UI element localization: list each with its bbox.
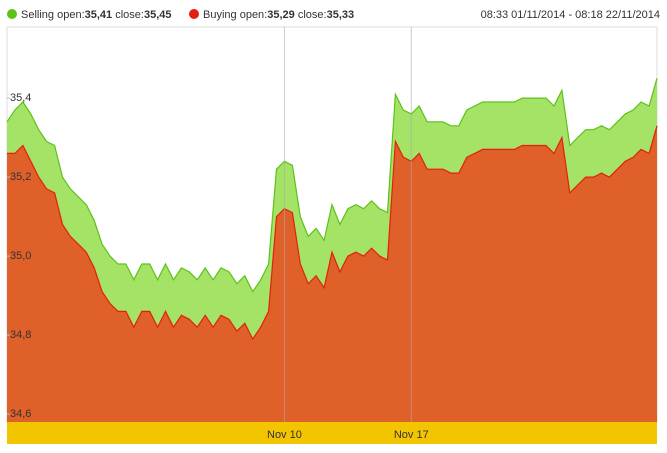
legend-text: 35,33 [327,9,355,21]
series-line [7,125,658,341]
legend-text: 35,45 [144,9,172,21]
legend-text: open: [57,9,85,21]
y-tick-label: 35,2 [10,171,31,183]
x-tick-label: Nov 17 [394,429,429,441]
y-tick-label: 35,0 [10,250,31,262]
legend-text: close: [115,9,144,21]
date-range: 08:33 01/11/2014 - 08:18 22/11/2014 [481,9,660,21]
legend-marker [189,9,199,19]
legend-text: 35,41 [85,9,113,21]
legend-text: Buying [203,9,237,21]
legend-text: Selling [21,9,54,21]
legend-text: 35,29 [267,9,295,21]
y-tick-label: 35,4 [10,92,31,104]
legend-marker [7,9,17,19]
x-axis-band [7,422,657,444]
series-line [6,78,658,293]
legend-text: close: [298,9,327,21]
legend-entry: Buying open:35,29 close:35,33 [203,9,354,21]
legend-text: open: [240,9,268,21]
x-tick-label: Nov 10 [267,429,302,441]
legend-entry: Selling open:35,41 close:35,45 [21,9,172,21]
area-fill [7,125,657,423]
y-tick-label: 34,6 [10,408,31,420]
y-tick-label: 34,8 [10,329,31,341]
